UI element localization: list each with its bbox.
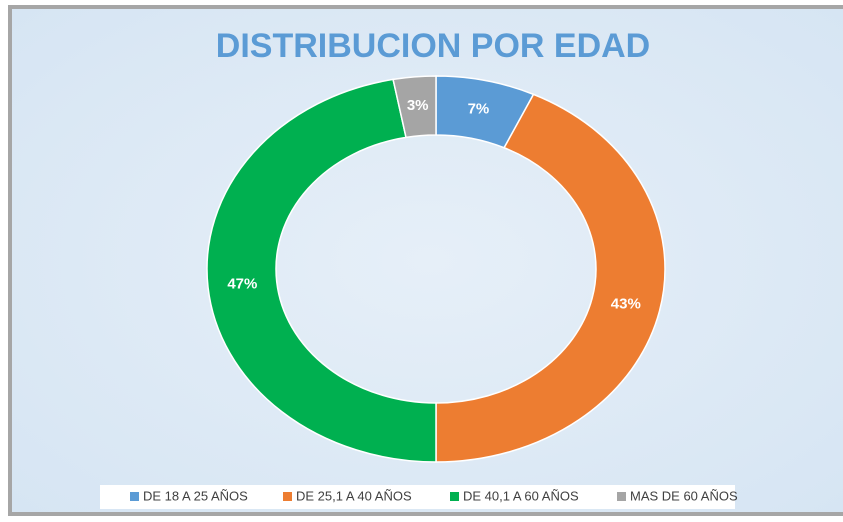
- donut-segment: [206, 78, 437, 463]
- legend-swatch: [130, 492, 139, 501]
- data-label: 43%: [611, 296, 641, 313]
- legend-label: MAS DE 60 AÑOS: [630, 488, 738, 503]
- data-label: 7%: [468, 100, 490, 117]
- data-label: 3%: [407, 97, 429, 114]
- legend-swatch: [450, 492, 459, 501]
- legend-label: DE 25,1 A 40 AÑOS: [296, 488, 412, 503]
- donut-segment: [435, 93, 666, 463]
- legend-label: DE 40,1 A 60 AÑOS: [463, 488, 579, 503]
- donut-segment: [392, 75, 437, 139]
- legend-box: [100, 485, 735, 509]
- data-label: 47%: [227, 275, 257, 292]
- legend-swatch: [283, 492, 292, 501]
- legend-swatch: [617, 492, 626, 501]
- chart-title: DISTRIBUCION POR EDAD: [216, 27, 650, 65]
- legend-label: DE 18 A 25 AÑOS: [143, 488, 248, 503]
